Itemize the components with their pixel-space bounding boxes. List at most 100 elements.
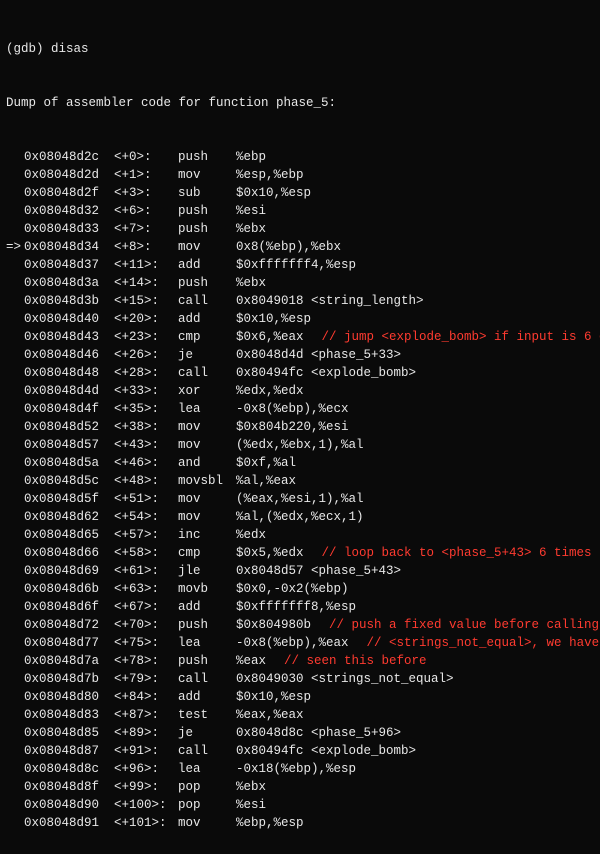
operands: %esi <box>236 796 266 814</box>
offset: <+70>: <box>114 616 178 634</box>
mnemonic: lea <box>178 400 236 418</box>
current-instruction-marker <box>6 778 24 796</box>
asm-row: 0x08048d46 <+26>:je0x8048d4d <phase_5+33… <box>6 346 594 364</box>
operands: 0x80494fc <explode_bomb> <box>236 364 416 382</box>
current-instruction-marker <box>6 400 24 418</box>
mnemonic: call <box>178 292 236 310</box>
offset: <+43>: <box>114 436 178 454</box>
offset: <+20>: <box>114 310 178 328</box>
mnemonic: call <box>178 364 236 382</box>
address: 0x08048d90 <box>24 796 114 814</box>
mnemonic: mov <box>178 166 236 184</box>
operands: $0x5,%edx <box>236 544 304 562</box>
current-instruction-marker <box>6 382 24 400</box>
asm-row: 0x08048d2f <+3>:sub$0x10,%esp <box>6 184 594 202</box>
offset: <+11>: <box>114 256 178 274</box>
asm-row: 0x08048d33 <+7>:push%ebx <box>6 220 594 238</box>
current-instruction-marker <box>6 706 24 724</box>
offset: <+33>: <box>114 382 178 400</box>
address: 0x08048d69 <box>24 562 114 580</box>
mnemonic: mov <box>178 418 236 436</box>
address: 0x08048d2c <box>24 148 114 166</box>
operands: %eax <box>236 652 266 670</box>
asm-row: 0x08048d62 <+54>:mov%al,(%edx,%ecx,1) <box>6 508 594 526</box>
mnemonic: push <box>178 652 236 670</box>
address: 0x08048d8f <box>24 778 114 796</box>
offset: <+79>: <box>114 670 178 688</box>
offset: <+23>: <box>114 328 178 346</box>
asm-row: 0x08048d77 <+75>:lea-0x8(%ebp),%eax// <s… <box>6 634 594 652</box>
offset: <+99>: <box>114 778 178 796</box>
operands: (%edx,%ebx,1),%al <box>236 436 364 454</box>
address: 0x08048d6f <box>24 598 114 616</box>
address: 0x08048d6b <box>24 580 114 598</box>
asm-row: 0x08048d57 <+43>:mov(%edx,%ebx,1),%al <box>6 436 594 454</box>
mnemonic: call <box>178 742 236 760</box>
address: 0x08048d40 <box>24 310 114 328</box>
address: 0x08048d32 <box>24 202 114 220</box>
operands: $0xfffffff8,%esp <box>236 598 356 616</box>
offset: <+63>: <box>114 580 178 598</box>
asm-row: 0x08048d66 <+58>:cmp$0x5,%edx// loop bac… <box>6 544 594 562</box>
offset: <+101>: <box>114 814 178 832</box>
mnemonic: add <box>178 310 236 328</box>
address: 0x08048d7a <box>24 652 114 670</box>
current-instruction-marker <box>6 418 24 436</box>
offset: <+96>: <box>114 760 178 778</box>
asm-row: 0x08048d83 <+87>:test%eax,%eax <box>6 706 594 724</box>
offset: <+84>: <box>114 688 178 706</box>
offset: <+15>: <box>114 292 178 310</box>
asm-row: 0x08048d4f <+35>:lea-0x8(%ebp),%ecx <box>6 400 594 418</box>
asm-row: 0x08048d87 <+91>:call0x80494fc <explode_… <box>6 742 594 760</box>
asm-row: 0x08048d8c <+96>:lea-0x18(%ebp),%esp <box>6 760 594 778</box>
current-instruction-marker <box>6 688 24 706</box>
address: 0x08048d91 <box>24 814 114 832</box>
operands: $0xf,%al <box>236 454 296 472</box>
mnemonic: jle <box>178 562 236 580</box>
current-instruction-marker <box>6 202 24 220</box>
mnemonic: lea <box>178 634 236 652</box>
address: 0x08048d85 <box>24 724 114 742</box>
current-instruction-marker <box>6 328 24 346</box>
offset: <+54>: <box>114 508 178 526</box>
operands: 0x8048d4d <phase_5+33> <box>236 346 401 364</box>
offset: <+57>: <box>114 526 178 544</box>
offset: <+28>: <box>114 364 178 382</box>
current-instruction-marker <box>6 634 24 652</box>
asm-row: 0x08048d80 <+84>:add$0x10,%esp <box>6 688 594 706</box>
asm-row: => 0x08048d34 <+8>:mov0x8(%ebp),%ebx <box>6 238 594 256</box>
address: 0x08048d8c <box>24 760 114 778</box>
address: 0x08048d72 <box>24 616 114 634</box>
asm-row: 0x08048d72 <+70>:push$0x804980b// push a… <box>6 616 594 634</box>
operands: %al,(%edx,%ecx,1) <box>236 508 364 526</box>
address: 0x08048d65 <box>24 526 114 544</box>
address: 0x08048d80 <box>24 688 114 706</box>
current-instruction-marker <box>6 526 24 544</box>
mnemonic: pop <box>178 796 236 814</box>
offset: <+61>: <box>114 562 178 580</box>
address: 0x08048d46 <box>24 346 114 364</box>
operands: $0x804b220,%esi <box>236 418 349 436</box>
asm-row: 0x08048d69 <+61>:jle0x8048d57 <phase_5+4… <box>6 562 594 580</box>
mnemonic: mov <box>178 508 236 526</box>
asm-row: 0x08048d5c <+48>:movsbl%al,%eax <box>6 472 594 490</box>
asm-row: 0x08048d4d <+33>:xor%edx,%edx <box>6 382 594 400</box>
current-instruction-marker <box>6 598 24 616</box>
operands: (%eax,%esi,1),%al <box>236 490 364 508</box>
current-instruction-marker <box>6 292 24 310</box>
address: 0x08048d4d <box>24 382 114 400</box>
mnemonic: mov <box>178 814 236 832</box>
current-instruction-marker <box>6 670 24 688</box>
annotation-comment: // seen this before <box>266 652 427 670</box>
operands: -0x8(%ebp),%ecx <box>236 400 349 418</box>
asm-row: 0x08048d52 <+38>:mov$0x804b220,%esi <box>6 418 594 436</box>
current-instruction-marker <box>6 436 24 454</box>
current-instruction-marker <box>6 346 24 364</box>
address: 0x08048d3a <box>24 274 114 292</box>
mnemonic: and <box>178 454 236 472</box>
asm-row: 0x08048d7b <+79>:call0x8049030 <strings_… <box>6 670 594 688</box>
mnemonic: pop <box>178 778 236 796</box>
offset: <+26>: <box>114 346 178 364</box>
current-instruction-marker <box>6 814 24 832</box>
mnemonic: sub <box>178 184 236 202</box>
